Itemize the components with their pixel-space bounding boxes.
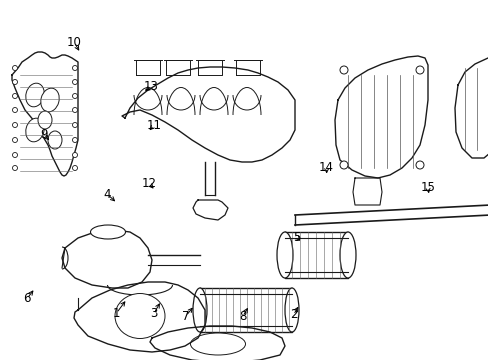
Ellipse shape [72,80,77,85]
Polygon shape [352,178,381,205]
Polygon shape [285,232,347,278]
Ellipse shape [339,232,355,278]
Ellipse shape [72,66,77,71]
Ellipse shape [13,108,18,112]
Polygon shape [122,67,294,162]
Polygon shape [334,56,427,178]
Polygon shape [165,60,190,75]
Text: 4: 4 [103,188,111,201]
Ellipse shape [339,66,347,74]
Text: 5: 5 [293,231,301,244]
Ellipse shape [72,94,77,99]
Ellipse shape [285,288,298,332]
Ellipse shape [13,166,18,171]
Text: 10: 10 [67,36,81,49]
Text: 9: 9 [40,129,48,141]
Ellipse shape [193,288,206,332]
Ellipse shape [13,138,18,143]
Ellipse shape [90,225,125,239]
Ellipse shape [38,111,52,129]
Text: 15: 15 [420,181,434,194]
Text: 7: 7 [182,310,189,323]
Ellipse shape [190,333,245,355]
Ellipse shape [72,166,77,171]
Ellipse shape [72,108,77,112]
Text: 12: 12 [142,177,156,190]
Text: 6: 6 [23,292,31,305]
Ellipse shape [72,122,77,127]
Polygon shape [198,60,222,75]
Polygon shape [62,230,152,288]
Ellipse shape [339,161,347,169]
Text: 13: 13 [144,80,159,93]
Polygon shape [74,282,204,352]
Text: 3: 3 [150,307,158,320]
Ellipse shape [41,88,59,112]
Text: 2: 2 [289,309,297,321]
Ellipse shape [72,138,77,143]
Polygon shape [236,60,260,75]
Ellipse shape [26,118,44,142]
Text: 11: 11 [146,119,161,132]
Text: 1: 1 [112,307,120,320]
Ellipse shape [13,94,18,99]
Ellipse shape [13,122,18,127]
Polygon shape [193,200,227,220]
Ellipse shape [13,66,18,71]
Ellipse shape [415,66,423,74]
Ellipse shape [48,131,62,149]
Polygon shape [12,52,78,176]
Ellipse shape [26,83,44,107]
Polygon shape [150,326,285,360]
Ellipse shape [72,153,77,158]
Ellipse shape [13,153,18,158]
Text: 8: 8 [238,310,246,323]
Text: 14: 14 [319,161,333,174]
Polygon shape [454,57,488,158]
Ellipse shape [115,293,164,338]
Ellipse shape [415,161,423,169]
Ellipse shape [276,232,292,278]
Ellipse shape [13,80,18,85]
Polygon shape [136,60,160,75]
Polygon shape [200,288,291,332]
